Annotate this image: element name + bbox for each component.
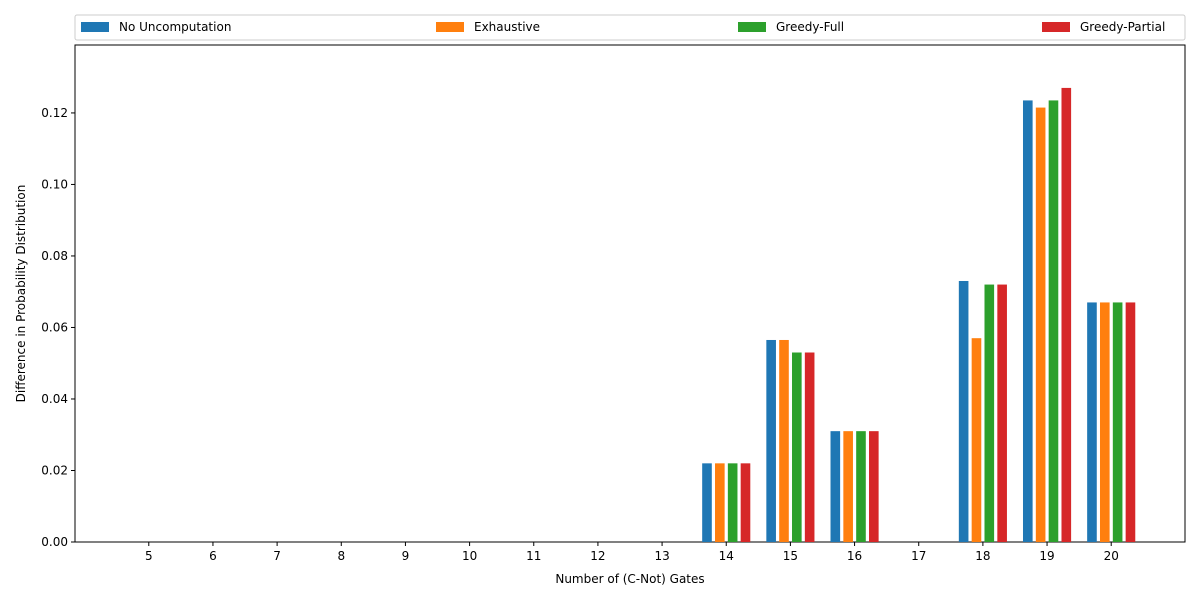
bar — [1022, 100, 1033, 543]
plot-frame — [74, 44, 1186, 543]
bar — [1048, 100, 1059, 543]
bar — [958, 280, 969, 542]
x-tick-label: 6 — [209, 549, 217, 563]
bar — [1125, 302, 1136, 542]
x-axis-title: Number of (C-Not) Gates — [555, 572, 704, 586]
x-tick-label: 7 — [273, 549, 281, 563]
bar — [843, 431, 853, 542]
bar — [1112, 302, 1123, 542]
x-tick-label: 12 — [590, 549, 605, 563]
x-tick-label: 13 — [654, 549, 669, 563]
bar — [740, 463, 751, 542]
series-2 — [727, 100, 1123, 543]
bar — [715, 463, 725, 542]
x-tick-label: 10 — [462, 549, 477, 563]
legend-item: Greedy-Partial — [1042, 20, 1165, 34]
legend-swatch — [738, 22, 766, 32]
x-tick-label: 17 — [911, 549, 926, 563]
y-tick-label: 0.04 — [41, 392, 68, 406]
bar — [869, 431, 879, 542]
series-3 — [740, 87, 1136, 542]
bar — [792, 352, 802, 542]
legend-item: Greedy-Full — [738, 20, 844, 34]
legend-box — [74, 14, 1186, 41]
y-tick-label: 0.12 — [41, 106, 68, 120]
legend-item: No Uncomputation — [81, 20, 231, 34]
bar — [779, 339, 789, 542]
legend-label: Greedy-Partial — [1080, 20, 1165, 34]
x-axis: 5 6 7 8 9 10 11 12 13 14 15 16 17 18 19 20 — [145, 542, 1119, 563]
y-tick-label: 0.00 — [41, 535, 68, 549]
legend: No Uncomputation Exhaustive Greedy-Full Gre… — [74, 14, 1186, 41]
legend-label: Greedy-Full — [776, 20, 844, 34]
bar — [1035, 107, 1046, 542]
bar — [830, 431, 841, 542]
y-axis-title: Difference in Probability Distribution — [14, 185, 28, 403]
bar — [727, 463, 738, 542]
bar — [984, 284, 995, 542]
y-tick-label: 0.06 — [41, 320, 68, 334]
legend-swatch — [1042, 22, 1070, 32]
x-tick-label: 11 — [526, 549, 541, 563]
x-tick-label: 15 — [783, 549, 798, 563]
bar — [766, 339, 776, 542]
x-tick-label: 5 — [145, 549, 153, 563]
legend-swatch — [436, 22, 464, 32]
bar — [804, 352, 815, 542]
bar — [1087, 302, 1097, 542]
y-tick-label: 0.02 — [41, 463, 68, 477]
bar — [971, 338, 982, 542]
bar — [1099, 302, 1110, 542]
y-tick-label: 0.08 — [41, 249, 68, 263]
y-axis: 0.00 0.02 0.04 0.06 0.08 0.10 0.12 — [41, 106, 75, 549]
series-0 — [702, 100, 1097, 543]
bar — [997, 284, 1007, 542]
y-tick-label: 0.10 — [41, 177, 68, 191]
x-tick-label: 8 — [337, 549, 345, 563]
x-tick-label: 20 — [1104, 549, 1119, 563]
x-tick-label: 16 — [847, 549, 862, 563]
legend-label: No Uncomputation — [119, 20, 231, 34]
x-tick-label: 9 — [402, 549, 410, 563]
legend-item: Exhaustive — [436, 20, 540, 34]
plot-area — [74, 44, 1186, 543]
x-tick-label: 19 — [1039, 549, 1054, 563]
bar — [856, 431, 866, 542]
x-tick-label: 14 — [719, 549, 734, 563]
series-1 — [715, 107, 1110, 542]
bar — [1061, 87, 1072, 542]
bar — [702, 463, 712, 542]
legend-swatch — [81, 22, 109, 32]
x-tick-label: 18 — [975, 549, 990, 563]
legend-label: Exhaustive — [474, 20, 540, 34]
